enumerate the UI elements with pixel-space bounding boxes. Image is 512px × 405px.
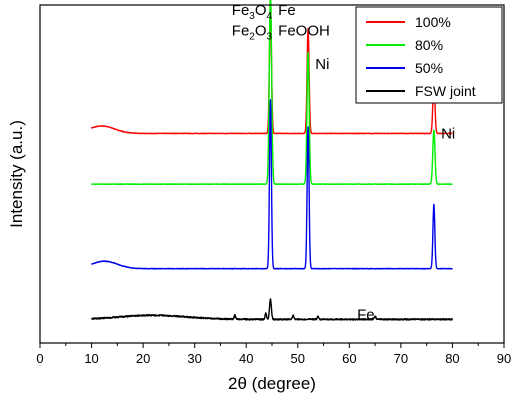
x-tick-label: 10: [84, 351, 98, 366]
annotation-ni-76: Ni: [441, 125, 455, 142]
annotation-feooh: FeOOH: [278, 22, 330, 39]
annotation-fe-bottom: Fe: [357, 306, 375, 323]
legend-label: 100%: [415, 14, 451, 30]
y-axis-title: Intensity (a.u.): [7, 120, 26, 228]
x-axis-title: 2θ (degree): [228, 374, 316, 393]
series-line: [91, 99, 453, 270]
x-tick-label: 60: [342, 351, 356, 366]
x-tick-label: 30: [187, 351, 201, 366]
x-tick-label: 80: [445, 351, 459, 366]
legend-label: 50%: [415, 60, 443, 76]
legend-label: 80%: [415, 37, 443, 53]
x-tick-label: 90: [497, 351, 511, 366]
annotation-fe-top: Fe: [278, 2, 296, 19]
x-tick-label: 50: [291, 351, 305, 366]
x-tick-label: 20: [136, 351, 150, 366]
peak-annotations: Fe3O4 Fe Fe2O3 FeOOH Ni Ni Fe: [232, 2, 455, 323]
legend-entries: 100% 80% 50% FSW joint: [366, 14, 476, 99]
legend-label: FSW joint: [415, 83, 476, 99]
x-tick-label: 70: [394, 351, 408, 366]
series-line: [91, 0, 453, 186]
annotation-fe2o3: Fe2O3: [232, 22, 273, 42]
series-layer: [90, 0, 454, 321]
annotation-fe3o4: Fe3O4: [232, 2, 273, 22]
x-tick-label: 40: [239, 351, 253, 366]
x-axis: 0 10 20 30 40 50 60 70 80 90: [36, 343, 511, 366]
annotation-ni-52: Ni: [315, 56, 329, 73]
legend: 100% 80% 50% FSW joint: [355, 6, 503, 104]
x-tick-label: 0: [36, 351, 43, 366]
series-line: [91, 298, 454, 321]
